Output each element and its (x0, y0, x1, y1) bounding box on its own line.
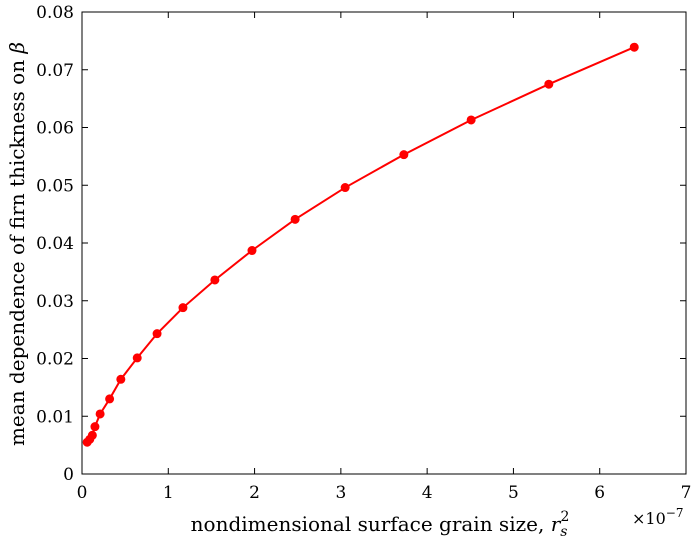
x-tick-label: 3 (335, 483, 346, 503)
data-point-marker (132, 353, 142, 363)
data-point-marker (340, 183, 350, 193)
x-tick-label: 5 (508, 483, 519, 503)
x-tick-label: 7 (681, 483, 692, 503)
data-point-marker (105, 394, 115, 404)
y-tick-label: 0.03 (36, 292, 74, 312)
y-tick-label: 0 (63, 465, 74, 485)
data-point-marker (290, 214, 300, 224)
x-axis-title: nondimensional surface grain size, rs2 (191, 509, 570, 540)
y-tick-label: 0.06 (36, 119, 74, 139)
data-point-marker (466, 115, 476, 125)
x-tick-label: 0 (77, 483, 88, 503)
data-point-marker (90, 422, 100, 432)
y-tick-label: 0.02 (36, 350, 74, 370)
data-point-marker (399, 150, 409, 160)
x-math-subscript: s (560, 524, 567, 540)
data-point-marker (247, 246, 257, 256)
x-tick-label: 2 (249, 483, 260, 503)
x-tick-label: 6 (594, 483, 605, 503)
x-math-superscript: 2 (560, 509, 569, 525)
axes (81, 11, 687, 475)
data-point-marker (152, 329, 162, 339)
data-point-marker (178, 303, 188, 313)
y-axis-title: mean dependence of firn thickness on β (5, 42, 29, 446)
data-point-marker (87, 430, 97, 440)
data-point-marker (210, 275, 220, 285)
y-tick-label: 0.07 (36, 61, 74, 81)
tick-labels: 0 1 2 3 4 5 6 7 0 0.01 0.02 0.03 0.04 0.05 0.06 0.07 0.0… (36, 3, 691, 503)
data-point-marker (116, 374, 126, 384)
series-line (86, 46, 635, 443)
x-tick-label: 1 (163, 483, 174, 503)
tick-marks (81, 11, 687, 475)
y-tick-label: 0.04 (36, 234, 74, 254)
x-math-base: r (551, 512, 562, 536)
y-tick-label: 0.05 (36, 176, 74, 196)
x-tick-label: 4 (422, 483, 433, 503)
series-layer (82, 42, 639, 447)
data-point-marker (544, 79, 554, 89)
axes-box (81, 11, 687, 475)
y-tick-label: 0.01 (36, 407, 74, 427)
data-point-marker (629, 42, 639, 52)
y-tick-label: 0.08 (36, 3, 74, 23)
data-point-marker (95, 409, 105, 419)
x-axis-exponent-label: ×10−7 (632, 506, 683, 528)
